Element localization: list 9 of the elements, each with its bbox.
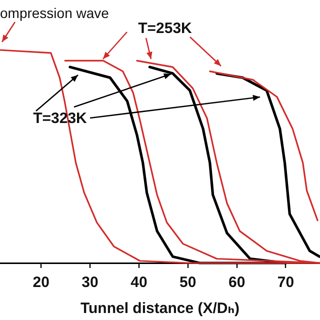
x-tick-label: 20 <box>32 274 50 292</box>
x-axis-title: Tunnel distance (X/Dₕ) <box>80 300 240 318</box>
x-tick-label: 50 <box>180 274 196 292</box>
text: ompression wave <box>0 4 110 21</box>
x-tick-label: 70 <box>277 274 294 292</box>
x-tick-label: 40 <box>130 274 148 292</box>
x-tick-label: 30 <box>82 274 98 292</box>
x-tick-label: 60 <box>228 274 246 292</box>
text: T=253K <box>138 20 192 38</box>
